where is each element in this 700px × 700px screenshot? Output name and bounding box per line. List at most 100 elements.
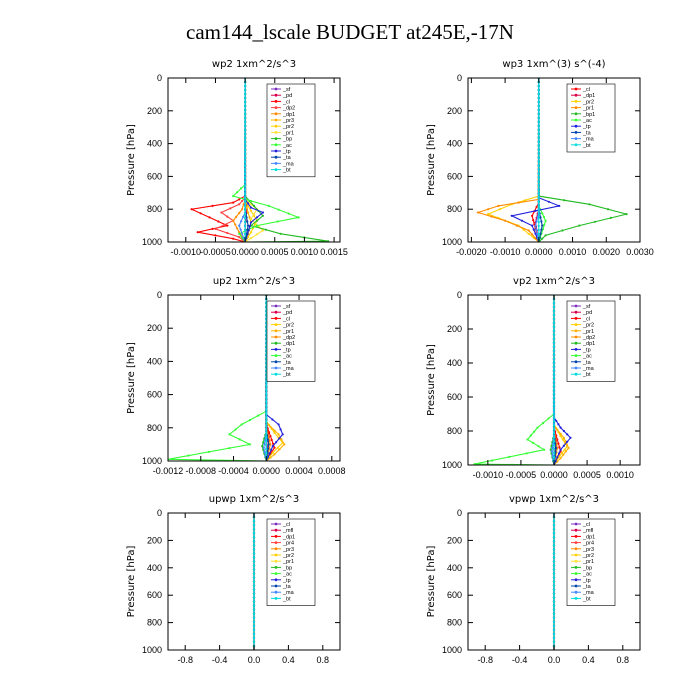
legend-label: _tp [582,347,591,353]
data-point [552,440,556,443]
data-point [477,211,480,214]
legend-marker [574,597,578,600]
y-tick-label: 800 [447,618,462,628]
data-point [508,455,511,458]
legend-marker [274,118,278,122]
data-point [252,548,256,551]
y-tick-label: 1000 [442,237,462,247]
data-point [552,544,556,547]
y-tick-label: 0 [157,73,162,83]
data-point [228,447,231,450]
legend-marker [274,131,278,134]
legend-box [566,518,616,606]
legend-label: _cl [582,87,590,93]
x-tick-label: 0.0010 [559,247,587,257]
x-tick-label: -0.0010 [171,247,202,257]
legend-marker [574,100,578,103]
data-point [211,227,214,230]
data-point [542,215,546,219]
data-point [265,448,268,451]
legend-marker [274,106,278,109]
data-point [533,430,536,433]
data-point [279,232,282,235]
data-point [535,205,538,209]
data-point [544,219,547,222]
data-point [552,325,556,328]
data-point [267,431,271,434]
data-point [537,124,540,128]
data-point [252,536,256,539]
legend-marker [274,323,278,326]
data-point [552,612,556,615]
data-point [199,212,202,215]
legend-marker [574,366,578,370]
data-point [268,452,271,455]
series-line-pr1 [476,78,540,242]
data-point [552,528,556,531]
data-point [269,443,272,446]
data-point [552,337,556,340]
legend-marker [274,162,278,165]
data-point [554,442,557,445]
y-tick-label: 1000 [442,645,462,655]
data-point [552,313,556,316]
legend-marker [274,143,278,147]
y-tick-label: 200 [447,106,462,116]
legend-marker [274,317,278,320]
legend-marker [574,131,578,134]
data-point [241,232,244,235]
data-point [552,416,556,419]
legend-label: _dp1 [582,93,595,99]
y-tick-label: 0 [457,508,462,518]
data-point [265,436,268,439]
legend-marker [574,329,578,333]
data-point [249,199,253,203]
legend-marker [274,329,278,333]
data-point [252,213,256,216]
data-point [557,452,561,455]
data-point [246,220,249,223]
data-point [226,224,229,227]
data-point [552,568,556,571]
x-tick-label: 0.0010 [606,470,634,480]
data-point [242,215,245,218]
data-point [552,624,556,627]
data-point [563,199,566,202]
legend-label: _ac [582,572,592,578]
data-point [557,423,560,426]
data-point [552,412,556,415]
data-point [252,596,256,599]
data-point [552,520,556,523]
data-point [265,384,268,387]
data-point [240,187,243,190]
data-point [252,540,256,543]
data-point [552,628,556,632]
data-point [264,228,267,231]
legend-marker [574,348,578,351]
data-point [490,459,494,462]
y-tick-label: 400 [447,358,462,368]
data-point [562,429,566,433]
data-point [214,227,217,230]
data-point [265,400,268,403]
data-point [252,640,256,644]
data-point [566,433,569,436]
data-point [255,233,259,236]
data-point [537,224,540,228]
legend-label: _pr4 [282,541,294,547]
data-point [535,220,538,223]
data-point [281,433,284,436]
data-point [244,168,247,172]
data-point [552,428,556,431]
data-point [255,219,259,222]
y-tick-label: 200 [147,323,162,333]
legend-marker [274,366,278,370]
legend-label: _ac [582,354,592,360]
data-point [236,227,239,230]
data-point [273,453,276,456]
legend-label: _ac [282,143,292,149]
panel-title: wp3 1xm^(3) s^(-4) [502,59,605,70]
data-point [267,447,270,450]
legend-label: _pr3 [282,547,294,553]
